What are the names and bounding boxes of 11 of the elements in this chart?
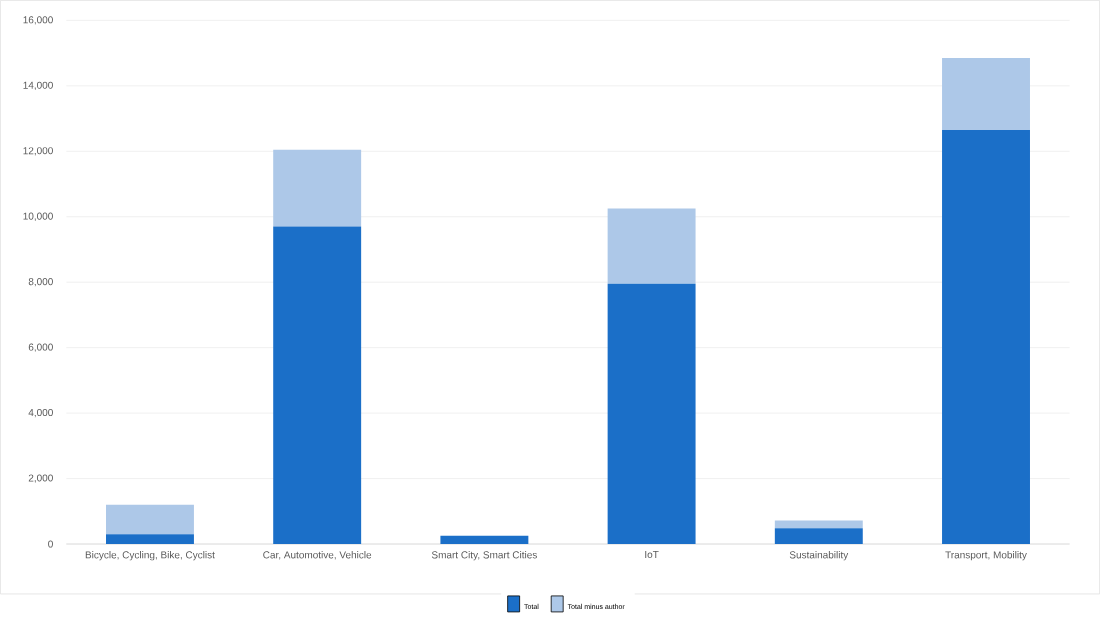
bar	[106, 534, 194, 545]
bar	[607, 283, 696, 545]
bar	[774, 520, 863, 529]
bar	[942, 130, 1030, 545]
bar	[273, 226, 362, 545]
bar	[273, 149, 362, 227]
bar	[440, 535, 529, 545]
bar	[106, 504, 194, 535]
bar	[774, 528, 863, 545]
bar	[607, 208, 696, 284]
bar	[942, 58, 1030, 131]
